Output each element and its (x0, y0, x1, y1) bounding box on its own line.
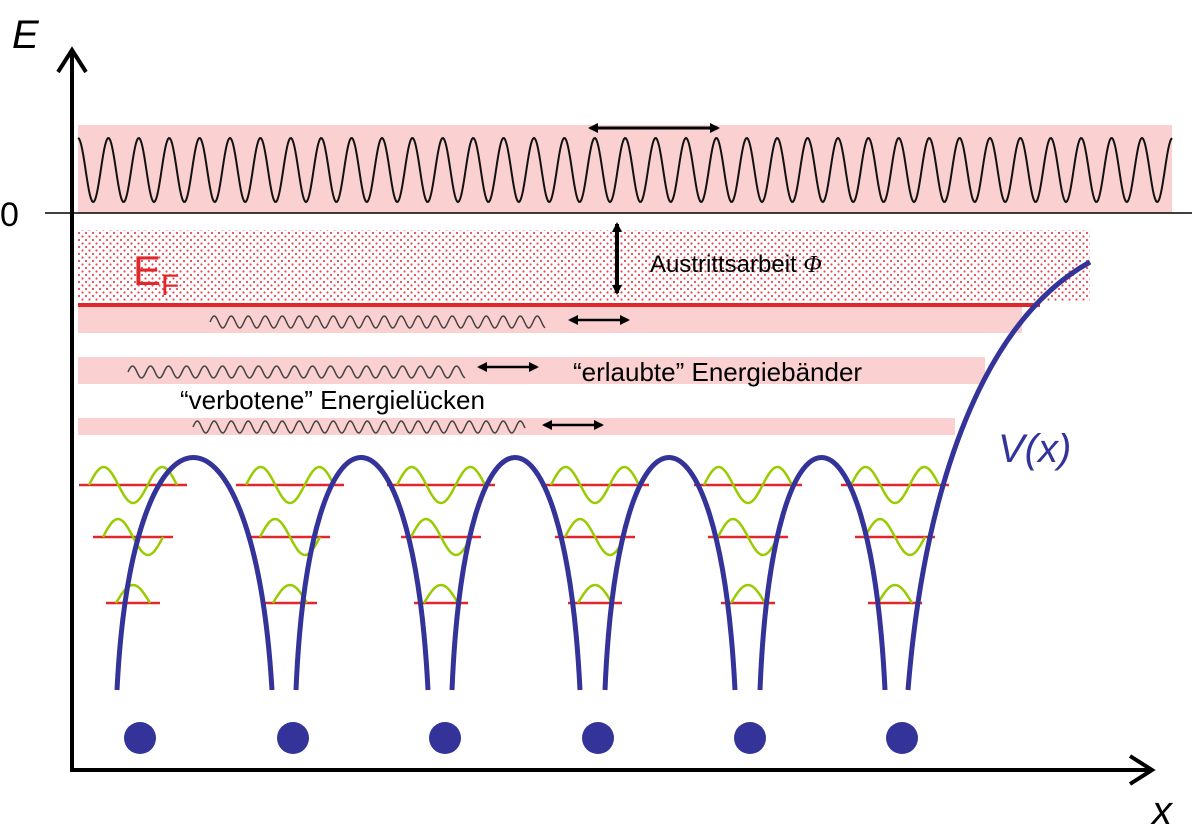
gaps-label: “verbotene” Energielücken (180, 385, 485, 415)
work-function-symbol: Φ (803, 252, 821, 278)
wavefunction (116, 585, 150, 603)
potential-hump (296, 458, 428, 691)
occupied-region (78, 230, 1090, 302)
ion (582, 722, 614, 754)
wavefunction (731, 585, 765, 603)
wavefunction (878, 585, 912, 603)
wavefunction (578, 585, 612, 603)
ion (124, 722, 156, 754)
layout (45, 50, 1192, 784)
work-function-label: Austrittsarbeit Φ (650, 251, 822, 278)
ion (277, 722, 309, 754)
potential-hump (760, 458, 885, 691)
zero-label: 0 (0, 196, 19, 234)
work-function-text: Austrittsarbeit (650, 251, 797, 278)
ion (886, 722, 918, 754)
y-axis-label: E (12, 13, 40, 57)
band-diagram: E x 0 EF Austrittsarbeit Φ “erlaubte” En… (0, 0, 1198, 828)
x-axis-label: x (1150, 789, 1174, 828)
wavefunction (424, 585, 458, 603)
band-1 (78, 305, 1022, 333)
potential-hump (605, 458, 735, 691)
potential-hump (117, 458, 272, 691)
fermi-symbol: E (133, 247, 161, 294)
potential-label: V(x) (998, 427, 1071, 471)
potential-hump (452, 458, 580, 691)
fermi-subscript: F (161, 269, 179, 302)
bands-label: “erlaubte” Energiebänder (573, 357, 862, 387)
ion (429, 722, 461, 754)
ion (734, 722, 766, 754)
